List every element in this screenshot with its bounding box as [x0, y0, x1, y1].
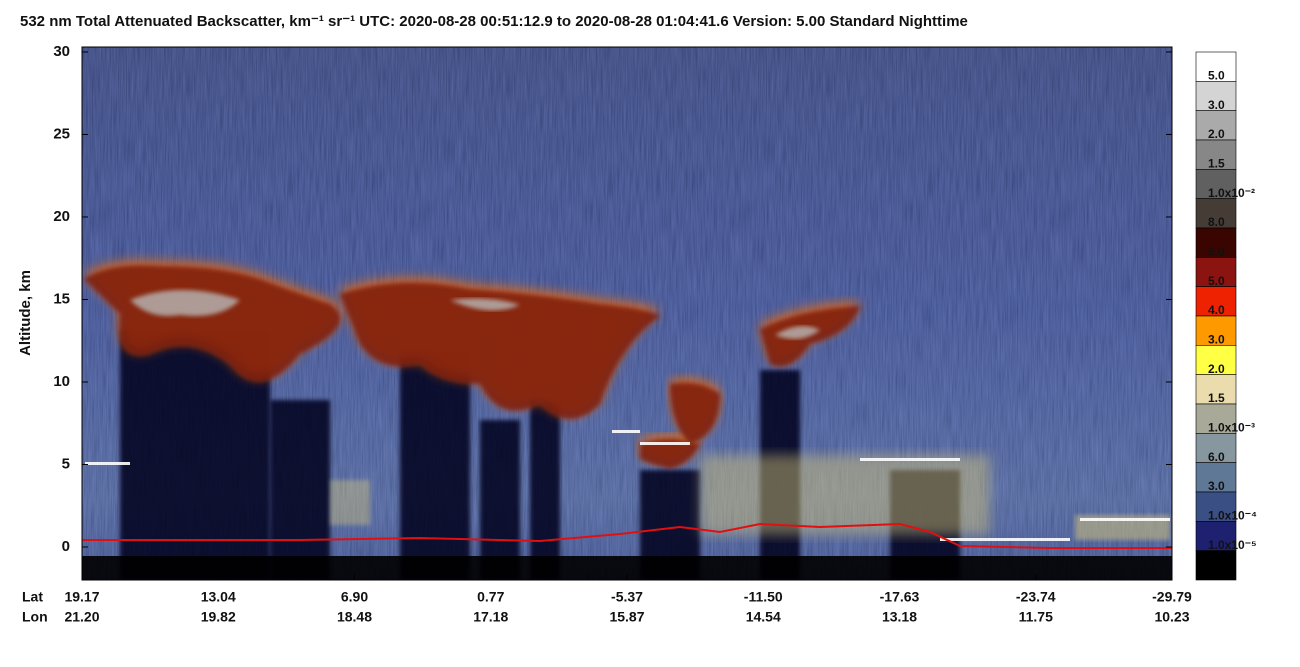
colorbar-label: 1.0x10⁻⁵: [1208, 538, 1257, 552]
colorbar-label: 5.0: [1208, 69, 1225, 83]
colorbar-swatch: [1195, 550, 1237, 581]
lon-label: 14.54: [746, 609, 781, 625]
colorbar-label: 3.0: [1208, 333, 1225, 347]
y-tick-label: 25: [53, 125, 70, 142]
y-axis-label: Altitude, km: [17, 270, 34, 356]
lon-label: 21.20: [64, 609, 99, 625]
colorbar-swatch: [1195, 198, 1237, 229]
colorbar-label: 2.0: [1208, 127, 1225, 141]
lon-label: 19.82: [201, 609, 236, 625]
colorbar-swatch: [1195, 110, 1237, 141]
aerosol: [700, 455, 990, 535]
y-tick-label: 10: [53, 373, 70, 390]
chart-title: 532 nm Total Attenuated Backscatter, km⁻…: [20, 13, 968, 30]
aerosol: [330, 480, 370, 525]
colorbar-swatch: [1195, 403, 1237, 434]
lon-label: 18.48: [337, 609, 372, 625]
lat-label: -17.63: [880, 589, 920, 605]
lat-label: 19.17: [64, 589, 99, 605]
curtain-image: [82, 47, 1172, 580]
colorbar-label: 3.0: [1208, 98, 1225, 112]
colorbar-label: 1.5: [1208, 157, 1225, 171]
colorbar-label: 6.0: [1208, 245, 1225, 259]
colorbar-label: 1.0x10⁻³: [1208, 421, 1255, 435]
surface: [82, 522, 1172, 549]
colorbar-label: 2.0: [1208, 362, 1225, 376]
colorbar-swatch: [1195, 462, 1237, 493]
cloud-core: [640, 439, 700, 469]
lat-label: -5.37: [611, 589, 643, 605]
y-tick-label: 30: [53, 43, 70, 60]
lon-label: 10.23: [1154, 609, 1189, 625]
lon-label: 15.87: [609, 609, 644, 625]
lon-label: 13.18: [882, 609, 917, 625]
shadow: [480, 420, 520, 580]
colorbar-swatch: [1195, 257, 1237, 287]
cloud-ice: [450, 298, 520, 311]
cloud-top: [860, 458, 960, 461]
shadow: [270, 400, 330, 580]
cloud-core: [670, 382, 720, 444]
colorbar-label: 5.0: [1208, 274, 1225, 288]
cloud-core: [340, 282, 660, 419]
lat-label: 0.77: [477, 589, 504, 605]
colorbar-label: 8.0: [1208, 215, 1225, 229]
y-tick-label: 15: [53, 290, 70, 307]
lat-label: 13.04: [201, 589, 236, 605]
colorbar-swatch: [1195, 491, 1237, 522]
lon-label: 11.75: [1019, 609, 1053, 625]
x-row-label: Lon: [22, 609, 48, 625]
cloud-top: [1080, 518, 1170, 521]
colorbar-swatch: [1195, 521, 1237, 551]
lat-label: 6.90: [341, 589, 368, 605]
shadow: [530, 400, 560, 580]
lon-label: 17.18: [473, 609, 508, 625]
y-tick-label: 0: [62, 538, 70, 555]
lat-label: -23.74: [1016, 589, 1056, 605]
colorbar-label: 1.5: [1208, 391, 1225, 405]
lat-label: -29.79: [1152, 589, 1192, 605]
colorbar-swatch: [1195, 139, 1237, 170]
colorbar-label: 1.0x10⁻⁴: [1208, 509, 1257, 523]
cloud-top: [85, 462, 130, 465]
colorbar-label: 1.0x10⁻²: [1208, 186, 1255, 200]
colorbar-swatch: [1195, 81, 1237, 111]
cloud-top: [940, 538, 1070, 541]
cloud-top: [640, 442, 690, 445]
cloud-top: [612, 430, 640, 433]
y-tick-label: 20: [53, 208, 70, 225]
colorbar-swatch: [1195, 51, 1237, 82]
cloud-ice: [130, 290, 240, 316]
shadow: [400, 350, 470, 580]
y-tick-label: 5: [62, 455, 70, 472]
colorbar-label: 6.0: [1208, 450, 1225, 464]
cloud-core: [760, 306, 860, 367]
x-row-label: Lat: [22, 589, 43, 605]
lat-label: -11.50: [744, 589, 783, 605]
colorbar-label: 4.0: [1208, 303, 1225, 317]
colorbar-swatch: [1195, 374, 1237, 405]
colorbar-label: 3.0: [1208, 479, 1225, 493]
cloud-ice: [775, 326, 820, 339]
